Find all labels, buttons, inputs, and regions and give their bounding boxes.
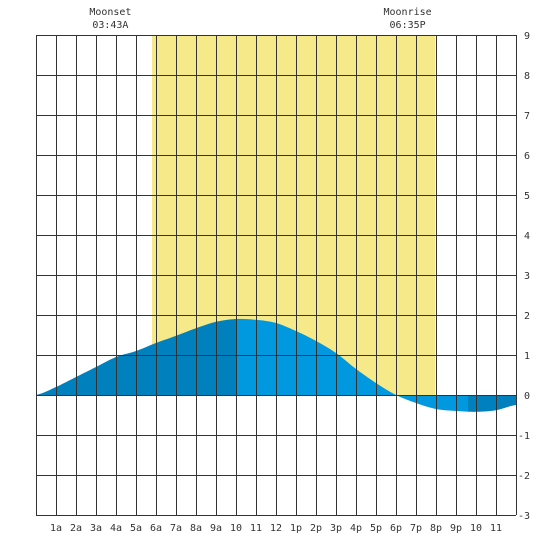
x-tick-label: 4a	[110, 523, 122, 534]
y-tick-label: 2	[524, 311, 530, 322]
x-tick-label: 12	[270, 523, 282, 534]
x-tick-label: 3p	[330, 523, 342, 534]
y-tick-label: 3	[524, 271, 530, 282]
moon-event-label: Moonrise	[384, 7, 432, 18]
moon-event-time: 06:35P	[390, 20, 426, 31]
x-tick-label: 9p	[450, 523, 462, 534]
y-tick-label: -3	[518, 511, 530, 522]
y-tick-label: 5	[524, 191, 530, 202]
y-tick-label: 1	[524, 351, 530, 362]
x-tick-label: 9a	[210, 523, 222, 534]
x-tick-label: 11	[250, 523, 262, 534]
y-tick-label: 4	[524, 231, 530, 242]
y-tick-label: 6	[524, 151, 530, 162]
x-tick-label: 5a	[130, 523, 142, 534]
x-tick-label: 7p	[410, 523, 422, 534]
moon-event-label: Moonset	[89, 7, 131, 18]
y-tick-label: 9	[524, 31, 530, 42]
x-tick-label: 2a	[70, 523, 82, 534]
y-tick-label: -1	[518, 431, 530, 442]
y-tick-label: 8	[524, 71, 530, 82]
y-tick-label: -2	[518, 471, 530, 482]
x-tick-label: 4p	[350, 523, 362, 534]
tide-area-segment-3	[468, 395, 516, 412]
x-tick-label: 10	[230, 523, 242, 534]
x-tick-label: 1a	[50, 523, 62, 534]
x-tick-label: 1p	[290, 523, 302, 534]
x-tick-label: 6a	[150, 523, 162, 534]
tide-area-segment-2	[236, 318, 468, 412]
x-tick-label: 2p	[310, 523, 322, 534]
x-tick-label: 11	[490, 523, 502, 534]
y-tick-label: 7	[524, 111, 530, 122]
x-tick-label: 10	[470, 523, 482, 534]
x-tick-label: 5p	[370, 523, 382, 534]
x-tick-label: 8a	[190, 523, 202, 534]
x-tick-label: 8p	[430, 523, 442, 534]
x-tick-label: 6p	[390, 523, 402, 534]
x-tick-label: 7a	[170, 523, 182, 534]
moon-event-time: 03:43A	[92, 20, 128, 31]
x-tick-label: 3a	[90, 523, 102, 534]
y-tick-label: 0	[524, 391, 530, 402]
